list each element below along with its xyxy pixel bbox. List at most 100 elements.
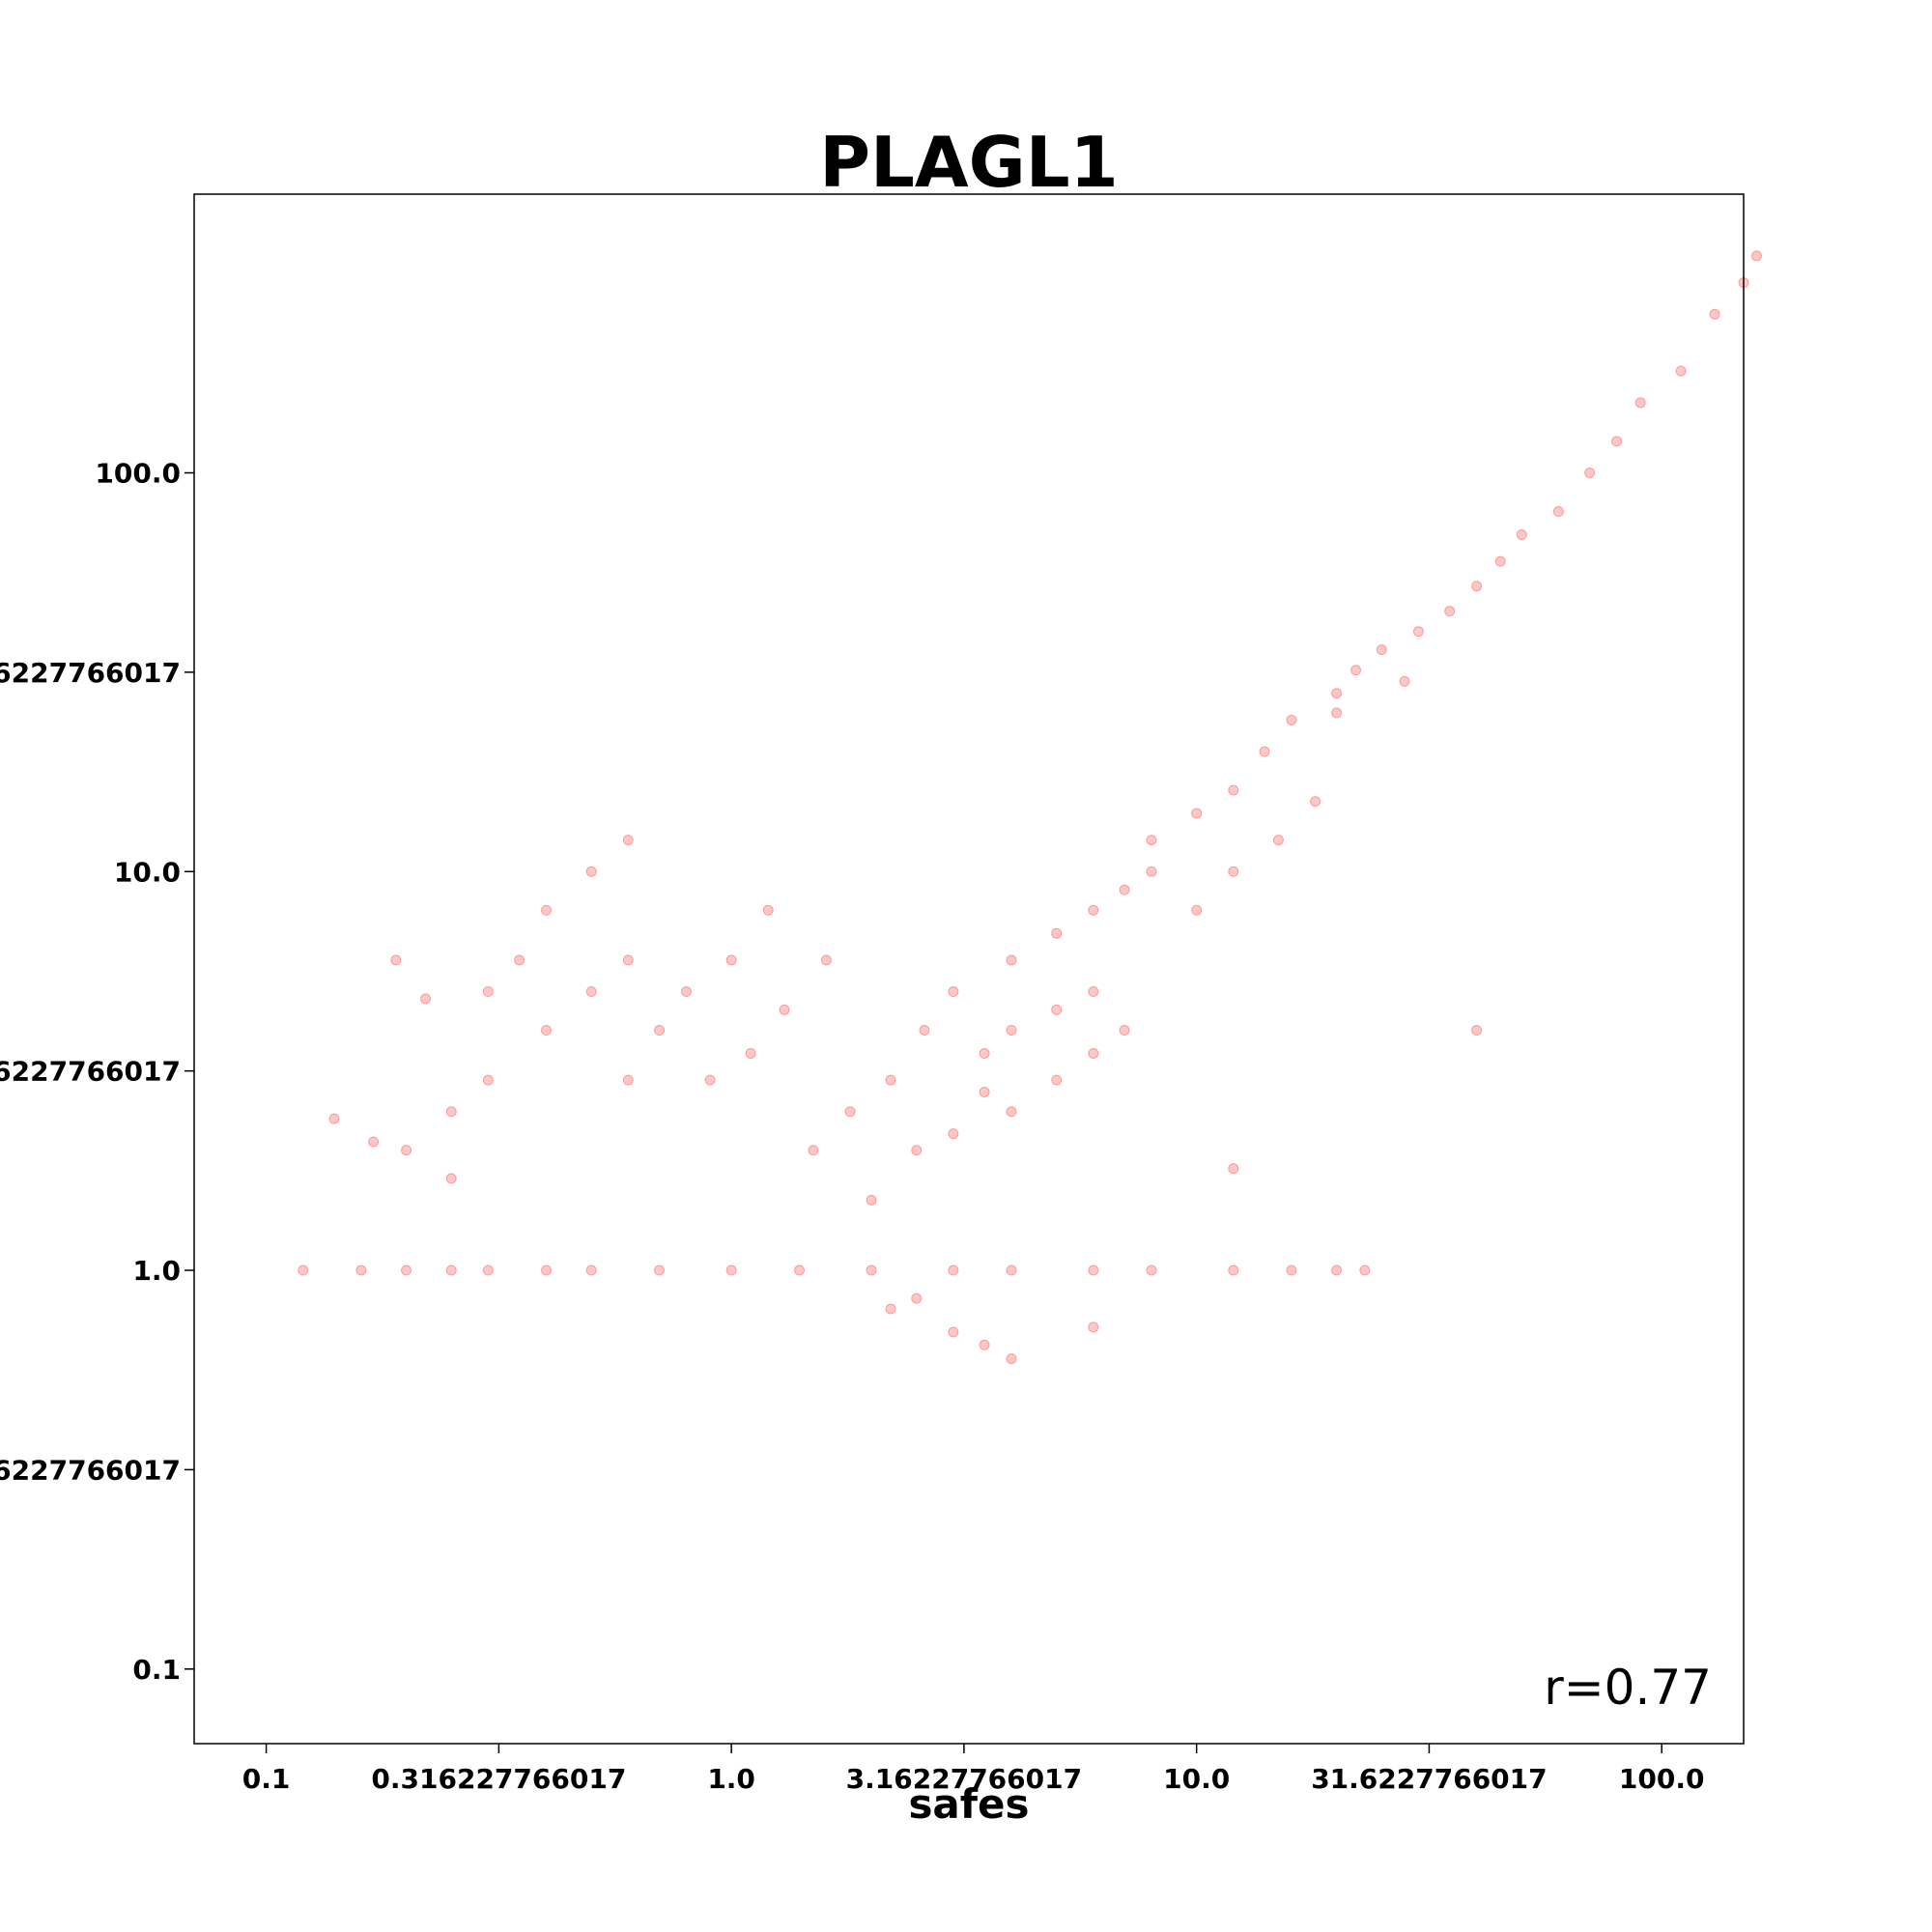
data-point (1350, 665, 1362, 676)
data-point (1552, 506, 1564, 518)
data-point (1228, 784, 1239, 796)
data-point (1119, 884, 1130, 895)
points-layer (298, 250, 1762, 1365)
data-point (1006, 1106, 1017, 1118)
data-point (725, 954, 737, 966)
y-tick-label: 0.1 (132, 1654, 181, 1686)
data-point (820, 954, 832, 966)
data-point (1272, 835, 1284, 846)
data-point (514, 954, 526, 966)
y-tick-label: 10.0 (114, 856, 181, 888)
data-point (1006, 1353, 1017, 1365)
data-point (948, 986, 959, 998)
data-point (844, 1106, 856, 1118)
data-point (1088, 986, 1099, 998)
data-point (1006, 1264, 1017, 1276)
data-point (1444, 606, 1456, 617)
data-point (1709, 308, 1720, 320)
data-point (1191, 904, 1203, 916)
data-point (1331, 688, 1343, 699)
correlation-annotation: r=0.77 (1544, 1660, 1712, 1716)
y-tick-label: 31.6227766017 (0, 657, 181, 689)
data-point (779, 1004, 790, 1015)
data-point (390, 954, 402, 966)
data-point (1191, 808, 1203, 819)
data-point (482, 986, 494, 998)
data-point (885, 1074, 896, 1086)
data-point (1611, 436, 1623, 447)
data-point (979, 1086, 990, 1097)
data-point (654, 1025, 666, 1037)
data-point (745, 1047, 756, 1059)
data-point (725, 1264, 737, 1276)
data-point (482, 1074, 494, 1086)
data-point (979, 1339, 990, 1350)
x-tick-label: 10.0 (1163, 1763, 1230, 1795)
data-point (911, 1145, 923, 1156)
data-point (298, 1264, 309, 1276)
data-point (1675, 365, 1687, 377)
data-point (762, 904, 774, 916)
data-point (948, 1264, 959, 1276)
data-point (368, 1136, 380, 1148)
data-point (885, 1303, 896, 1315)
data-point (328, 1113, 340, 1124)
data-point (1006, 1025, 1017, 1037)
data-point (1051, 1004, 1063, 1015)
data-point (1088, 904, 1099, 916)
data-point (1471, 581, 1483, 592)
data-point (445, 1106, 457, 1118)
y-tick-label: 0.316227766017 (0, 1454, 181, 1486)
plot-frame (193, 193, 1745, 1745)
data-point (1286, 714, 1297, 725)
x-tick-label: 3.16227766017 (846, 1763, 1082, 1795)
data-point (1228, 1264, 1239, 1276)
data-point (1471, 1025, 1483, 1037)
data-point (1051, 927, 1063, 939)
y-tick-label: 3.16227766017 (0, 1056, 181, 1088)
data-point (793, 1264, 805, 1276)
data-point (445, 1264, 457, 1276)
data-point (585, 986, 597, 998)
y-tick-label: 100.0 (95, 458, 181, 490)
data-point (1228, 866, 1239, 877)
data-point (541, 1264, 553, 1276)
x-tick-label: 31.6227766017 (1311, 1763, 1547, 1795)
data-point (1259, 746, 1270, 757)
data-point (704, 1074, 716, 1086)
data-point (911, 1293, 923, 1304)
data-point (1088, 1321, 1099, 1333)
data-point (401, 1145, 412, 1156)
data-point (1516, 528, 1527, 540)
data-point (1088, 1264, 1099, 1276)
data-point (1228, 1163, 1239, 1175)
data-point (585, 1264, 597, 1276)
data-point (866, 1264, 877, 1276)
data-point (979, 1047, 990, 1059)
data-point (1584, 468, 1596, 479)
y-tick-label: 1.0 (132, 1255, 181, 1287)
data-point (1146, 866, 1157, 877)
data-point (401, 1264, 412, 1276)
data-point (919, 1025, 930, 1037)
data-point (1399, 675, 1410, 687)
data-point (482, 1264, 494, 1276)
data-point (585, 866, 597, 877)
data-point (1088, 1047, 1099, 1059)
x-axis: 0.1 0.316227766017 1.0 3.16227766017 10.0 31.… (242, 1744, 1704, 1795)
data-point (1310, 796, 1321, 808)
data-point (419, 993, 431, 1005)
data-point (866, 1194, 877, 1206)
data-point (1146, 835, 1157, 846)
data-point (622, 1074, 634, 1086)
data-point (541, 1025, 553, 1037)
data-point (445, 1173, 457, 1184)
y-axis: 0.1 0.316227766017 1.0 3.16227766017 10.0 31.… (0, 458, 194, 1686)
data-point (541, 904, 553, 916)
data-point (1286, 1264, 1297, 1276)
data-point (948, 1326, 959, 1338)
data-point (355, 1264, 367, 1276)
data-point (948, 1128, 959, 1140)
data-point (1146, 1264, 1157, 1276)
